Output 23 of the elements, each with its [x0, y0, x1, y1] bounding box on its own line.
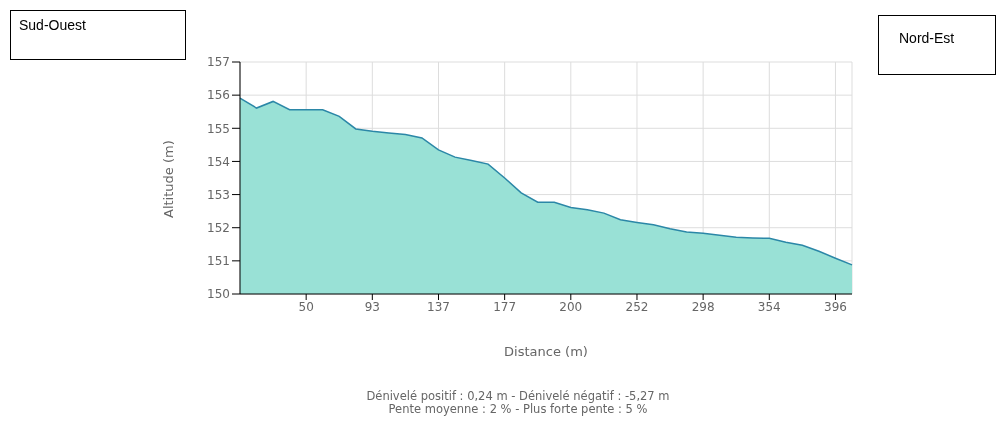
y-tick-label: 150 [207, 287, 230, 302]
x-axis-title: Distance (m) [504, 344, 588, 359]
y-tick-label: 155 [207, 121, 230, 136]
x-tick-label: 298 [691, 299, 715, 314]
text: Dénivelé positif : 0,24 m - Dénivelé négatif : -5,27 m [365, 389, 671, 403]
y-axis-title: Altitude (m) [160, 140, 176, 218]
x-tick-label: 93 [364, 299, 380, 314]
x-tick-label: 252 [625, 299, 649, 314]
x-tick-label: 50 [298, 299, 314, 314]
y-tick-label: 157 [207, 55, 230, 70]
y-tick-label: 152 [207, 220, 230, 235]
y-tick-label: 151 [207, 254, 230, 269]
x-tick-label: 177 [493, 299, 517, 314]
x-tick-label: 200 [559, 299, 583, 314]
x-tick-label: 137 [427, 299, 450, 314]
y-tick-label: 156 [207, 88, 230, 103]
text: Sud-Ouest [10, 10, 186, 60]
text: Nord-Est [878, 15, 996, 75]
y-tick-label: 154 [207, 154, 230, 169]
y-tick-label: 153 [207, 187, 230, 202]
text: Pente moyenne : 2 % - Plus forte pente : 5 % [387, 402, 649, 416]
x-tick-label: 396 [824, 299, 847, 314]
x-tick-label: 354 [757, 299, 781, 314]
